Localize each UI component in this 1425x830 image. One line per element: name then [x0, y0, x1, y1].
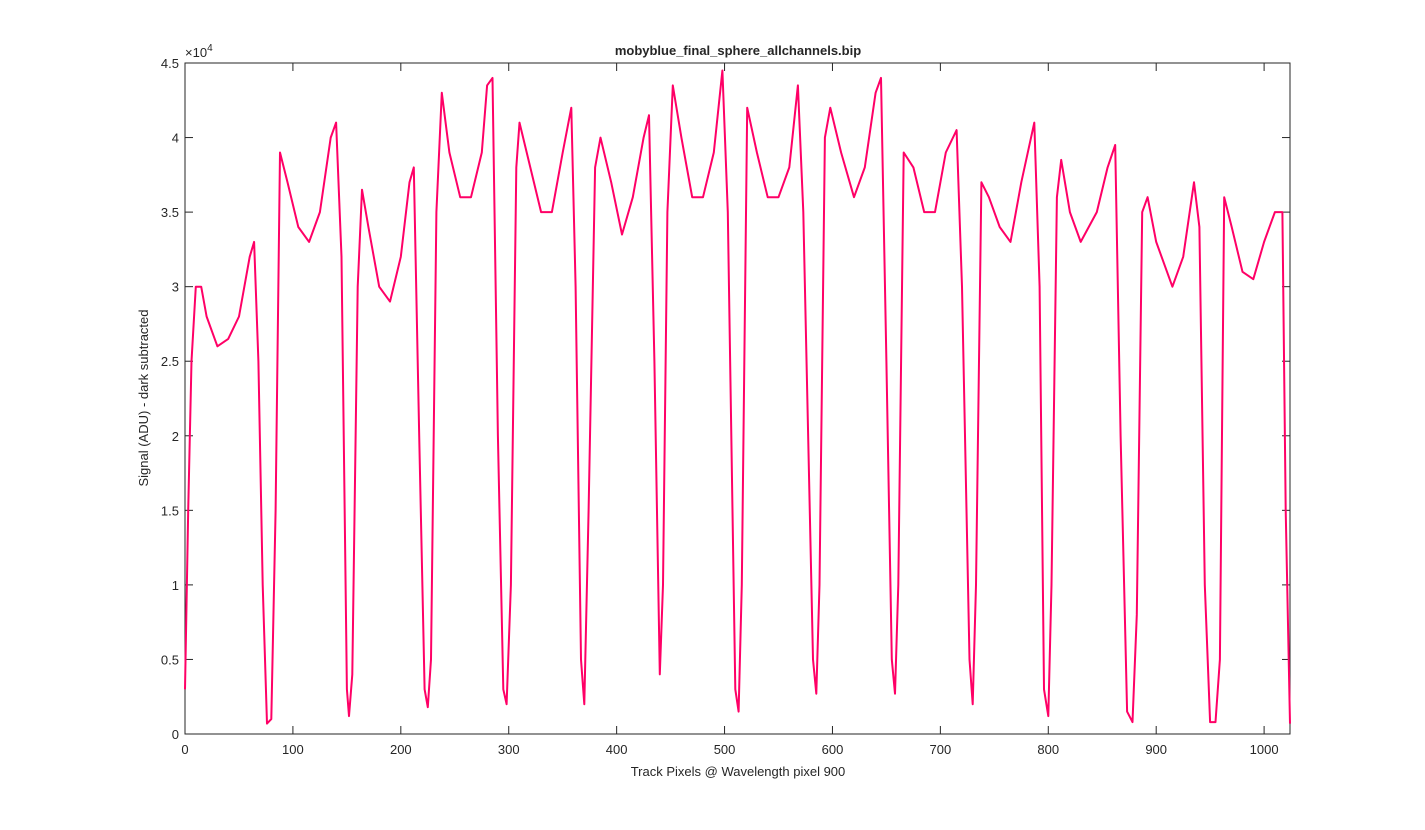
x-tick-label: 600 — [822, 742, 844, 757]
y-tick-label: 2.5 — [161, 354, 179, 369]
y-tick-label: 0 — [172, 727, 179, 742]
x-tick-label: 0 — [181, 742, 188, 757]
y-exponent: ×104 — [185, 43, 213, 60]
y-tick-label: 1.5 — [161, 503, 179, 518]
y-tick-label: 4.5 — [161, 56, 179, 71]
y-tick-label: 2 — [172, 429, 179, 444]
plot-area — [184, 62, 1291, 735]
x-tick-label: 1000 — [1250, 742, 1279, 757]
x-tick-label: 100 — [282, 742, 304, 757]
data-line — [184, 69, 1291, 725]
y-tick-label: 3 — [172, 280, 179, 295]
x-tick-label: 400 — [606, 742, 628, 757]
x-axis-label: Track Pixels @ Wavelength pixel 900 — [631, 764, 846, 779]
y-tick-label: 3.5 — [161, 205, 179, 220]
y-axis-label: Signal (ADU) - dark subtracted — [136, 309, 151, 486]
y-exponent-power: 4 — [207, 43, 213, 54]
y-exponent-base: ×10 — [185, 45, 207, 60]
y-tick-label: 0.5 — [161, 652, 179, 667]
y-tick-label: 4 — [172, 131, 179, 146]
x-tick-label: 700 — [930, 742, 952, 757]
x-tick-label: 300 — [498, 742, 520, 757]
chart-title: mobyblue_final_sphere_allchannels.bip — [615, 43, 861, 58]
x-tick-label: 900 — [1145, 742, 1167, 757]
x-tick-label: 200 — [390, 742, 412, 757]
x-tick-label: 500 — [714, 742, 736, 757]
y-tick-label: 1 — [172, 578, 179, 593]
x-tick-label: 800 — [1037, 742, 1059, 757]
